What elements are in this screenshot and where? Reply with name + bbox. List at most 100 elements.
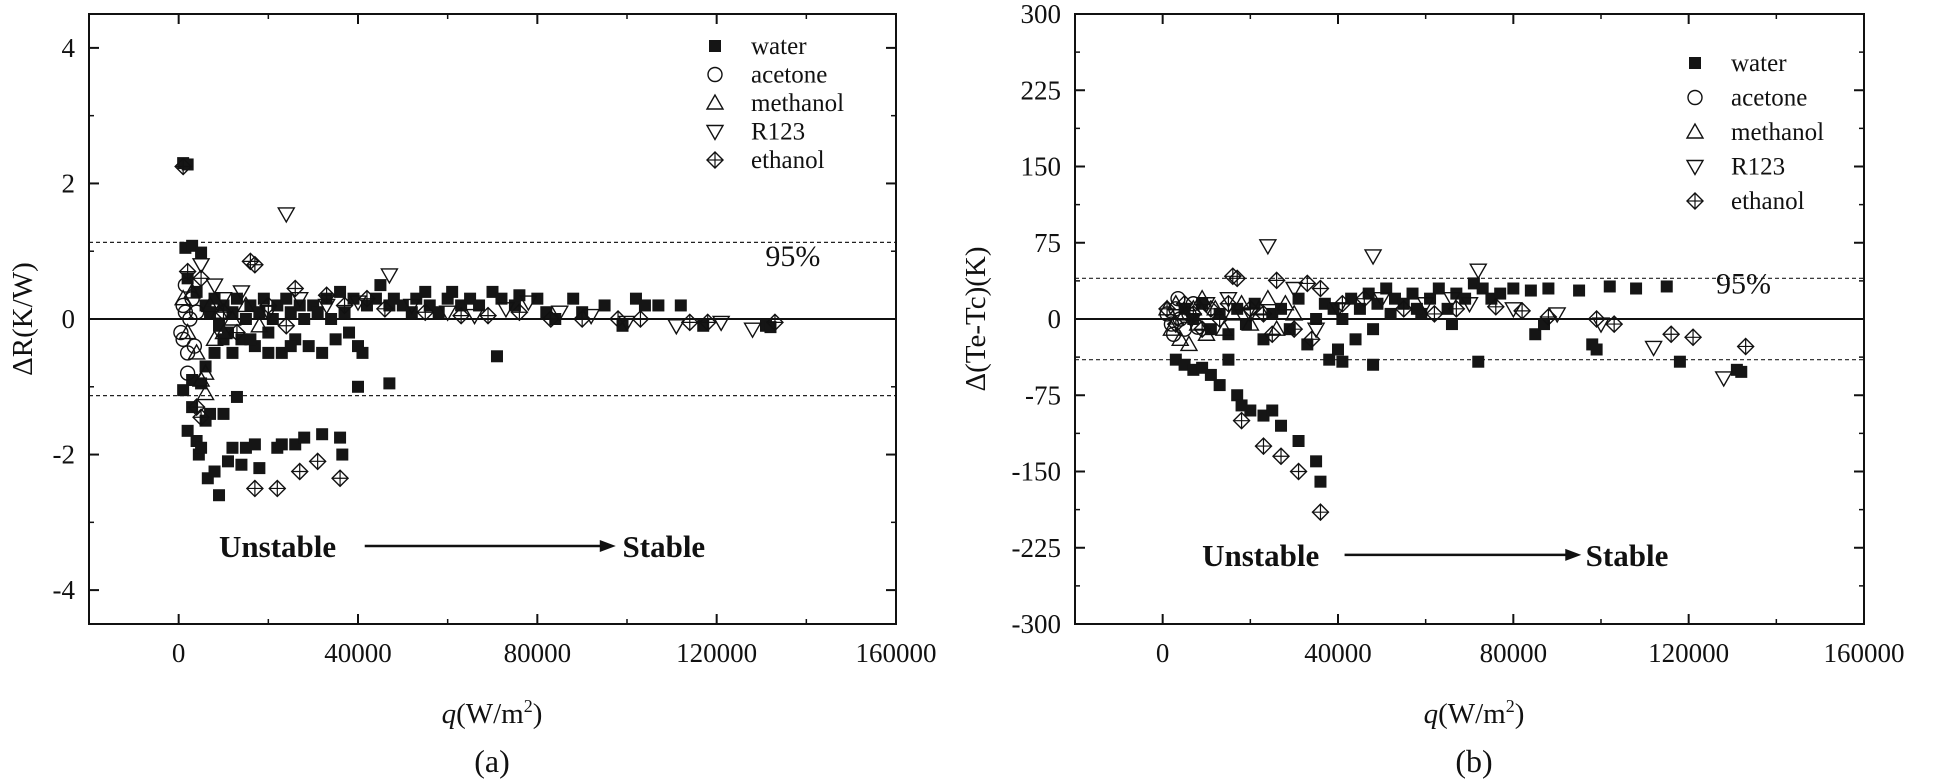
legend-marker-methanol [705,93,725,110]
data-point-ethanol [1684,328,1703,347]
data-point-water [334,285,347,298]
data-point-water [1524,284,1537,297]
data-point-ethanol [680,313,699,332]
legend-marker-ethanol [1686,192,1704,210]
y-tick-label: -4 [53,575,76,605]
data-point-R123 [1372,291,1392,309]
data-point-ethanol [1175,294,1194,313]
data-point-R123 [277,207,296,224]
legend-marker-water [709,40,721,52]
data-point-ethanol [1193,320,1212,339]
data-point-ethanol [1201,299,1220,318]
panel-a-annotation: Unstable Stable [219,529,705,564]
data-point-ethanol [1486,297,1505,316]
data-point-water [1301,338,1314,351]
data-point-R123 [1363,249,1383,266]
data-point-ethanol [1425,304,1444,323]
y-tick-label: 300 [1021,0,1062,29]
data-point-water [1349,333,1362,346]
data-point-water [217,407,230,420]
data-point-water [195,441,208,454]
data-point-ethanol [452,306,471,325]
data-point-ethanol [765,313,784,332]
data-point-R123 [380,268,399,285]
panel-a-arrowhead [599,540,616,553]
data-point-ethanol [227,323,246,342]
data-point-water [1292,292,1305,305]
data-point-water [638,299,651,312]
data-point-water [316,428,329,441]
data-point-ethanol [1241,299,1260,318]
data-point-methanol [223,309,242,326]
data-point-water [652,299,665,312]
data-point-methanol [200,296,220,313]
data-point-methanol [196,363,215,380]
panel-b-arrowhead [1565,548,1582,561]
data-point-water [1432,282,1445,295]
data-point-ethanol [1254,304,1273,323]
data-point-water [446,285,459,298]
data-point-water [280,292,293,305]
data-point-R123 [1469,263,1488,280]
data-point-ethanol [1333,294,1352,313]
data-point-water [257,292,270,305]
data-point-water [1371,297,1384,310]
x-tick-label: 160000 [856,638,937,668]
data-point-water [674,299,687,312]
data-point-ethanol [479,306,498,325]
data-point-ethanol [245,255,264,274]
data-point-acetone [184,290,200,307]
data-point-ethanol [375,299,394,318]
panel-a-marks [89,157,896,502]
data-point-R123 [1547,307,1567,324]
data-point-water [248,438,261,451]
data-point-water [513,289,526,302]
data-point-R123 [232,285,251,302]
data-point-water [284,340,297,353]
data-point-R123 [1284,281,1304,298]
data-point-water [508,299,521,312]
data-point-water [1410,302,1423,315]
data-point-R123 [519,295,538,312]
data-point-water [1507,282,1520,295]
legend-marker-R123 [705,124,725,141]
data-point-ethanol [1302,330,1321,349]
data-point-water [352,380,364,393]
data-point-ethanol [1605,315,1624,334]
data-point-ethanol [259,296,278,315]
data-point-ethanol [1219,294,1238,313]
data-point-water [1362,287,1375,300]
data-point-water [1248,297,1261,310]
data-point-water [181,424,194,437]
legend-label-R123: R123 [751,119,805,146]
data-point-ethanol [277,316,296,335]
x-tick-label: 80000 [504,638,572,668]
legend-label-methanol: methanol [751,90,844,117]
data-point-water [262,326,275,339]
data-point-ethanol [416,303,435,322]
data-point-ethanol [331,469,350,488]
legend-label-methanol: methanol [1731,119,1824,146]
data-point-methanol [1170,329,1190,347]
data-point-methanol [1175,304,1194,321]
data-point-methanol [1223,304,1243,321]
data-point-R123 [1442,291,1462,309]
data-point-acetone [179,345,196,361]
data-point-water [567,292,580,305]
panel-a-stable-label: Stable [623,529,706,564]
data-point-water [1673,355,1686,368]
data-point-water [1494,287,1507,300]
data-point-ethanol [1210,310,1229,328]
data-point-ethanol [214,303,233,322]
data-point-R123 [1258,239,1278,256]
data-point-R123 [1306,322,1326,339]
data-point-water [316,346,329,359]
data-point-methanol [250,316,269,333]
data-point-R123 [348,295,368,312]
data-point-ethanol [178,262,197,281]
panel-b-ticks: 0 40000 80000 120000 160000 -300 -225 -150 -75 0 7… [1012,0,1905,668]
legend-label-ethanol: ethanol [1731,188,1805,215]
data-point-water [1332,343,1344,356]
data-point-R123 [617,315,637,332]
